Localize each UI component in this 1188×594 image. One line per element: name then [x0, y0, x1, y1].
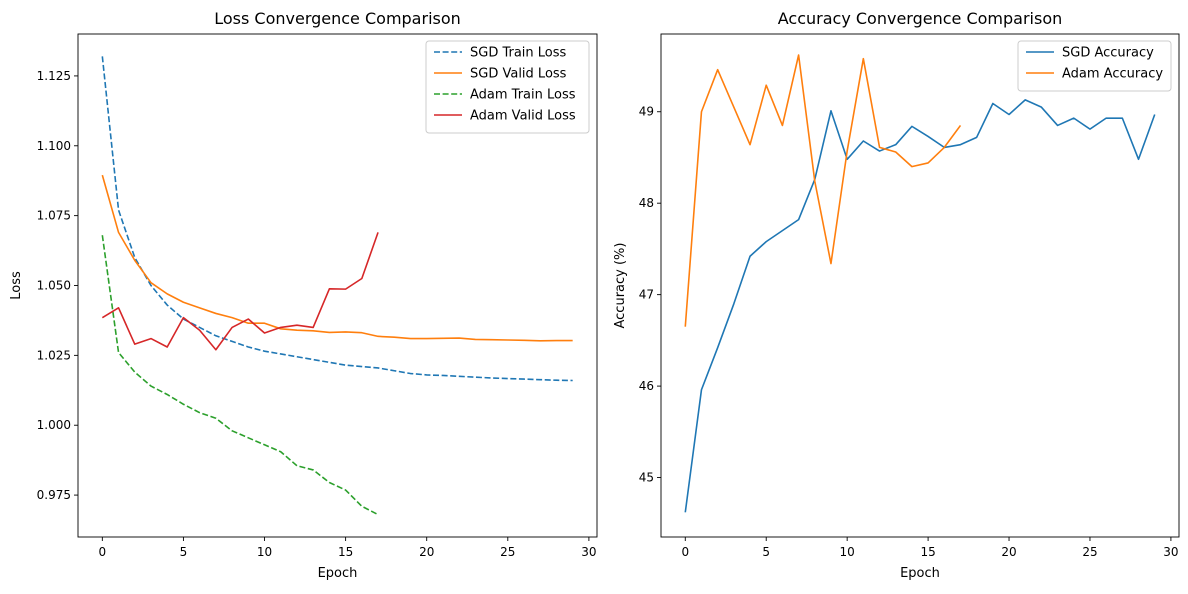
plot-area [101, 56, 573, 516]
legend-label: SGD Train Loss [470, 46, 567, 61]
axes-frame [660, 33, 1180, 538]
x-tick-label: 0 [99, 545, 107, 559]
x-tick-label: 15 [920, 545, 935, 559]
x-tick-label: 10 [257, 545, 272, 559]
x-tick-label: 15 [338, 545, 353, 559]
series-line-3 [101, 235, 379, 516]
legend: SGD Accuracy Adam Accuracy [1017, 40, 1172, 92]
y-tick-label: 45 [639, 471, 654, 485]
series-line-2 [101, 174, 573, 342]
x-tick-label: 30 [581, 545, 596, 559]
x-tick-label: 25 [500, 545, 515, 559]
x-axis-label: Epoch [318, 566, 358, 581]
legend-box [1017, 40, 1172, 92]
x-tick-label: 20 [1001, 545, 1016, 559]
x-tick-label: 20 [419, 545, 434, 559]
x-tick-label: 5 [762, 545, 770, 559]
x-tick-label: 10 [840, 545, 855, 559]
plot-area [684, 54, 1156, 513]
y-tick-label: 1.100 [37, 139, 71, 153]
legend-label: SGD Valid Loss [470, 67, 567, 82]
x-tick-label: 25 [1082, 545, 1097, 559]
y-tick-label: 48 [639, 196, 654, 210]
series-line-1 [684, 99, 1156, 513]
y-tick-label: 1.075 [37, 209, 71, 223]
y-tick-label: 49 [639, 105, 654, 119]
chart-panel-1: 0 5 10 15 20 25 30 0.975 1.000 1.025 1.050 1.075 1.1… [9, 9, 598, 581]
series-line-4 [101, 232, 379, 351]
y-tick-label: 1.000 [37, 418, 71, 432]
y-tick-label: 1.025 [37, 348, 71, 362]
legend: SGD Train Loss SGD Valid Loss Adam Train L… [425, 40, 590, 134]
x-tick-label: 5 [180, 545, 188, 559]
x-tick-label: 0 [681, 545, 689, 559]
legend-label: Adam Accuracy [1062, 67, 1163, 82]
chart-title: Accuracy Convergence Comparison [778, 9, 1063, 28]
legend-label: Adam Valid Loss [470, 109, 576, 124]
y-tick-label: 47 [639, 288, 654, 302]
y-tick-label: 46 [639, 379, 654, 393]
chart-panel-2: 0 5 10 15 20 25 30 45 46 47 48 49 Accuracy Convergen… [613, 9, 1180, 581]
y-axis-label: Accuracy (%) [613, 243, 628, 329]
y-tick-label: 1.125 [37, 69, 71, 83]
y-tick-label: 1.050 [37, 279, 71, 293]
x-axis-label: Epoch [900, 566, 940, 581]
series-line-2 [684, 54, 962, 327]
y-axis-label: Loss [9, 271, 24, 300]
x-tick-label: 30 [1163, 545, 1178, 559]
legend-label: Adam Train Loss [470, 88, 576, 103]
legend-box [425, 40, 590, 134]
series-line-1 [101, 56, 573, 382]
legend-label: SGD Accuracy [1062, 46, 1154, 61]
y-tick-label: 0.975 [37, 488, 71, 502]
chart-title: Loss Convergence Comparison [214, 9, 461, 28]
